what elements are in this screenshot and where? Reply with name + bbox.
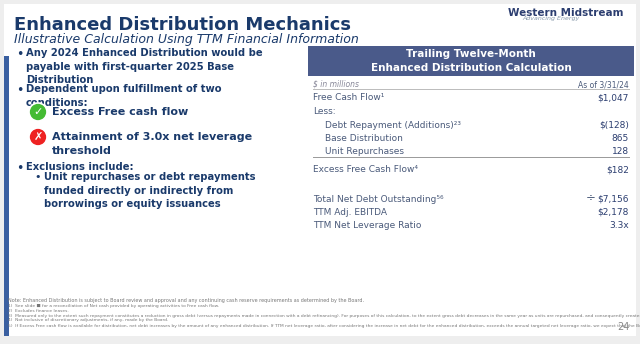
Text: $7,156: $7,156 bbox=[598, 194, 629, 204]
Text: Excess Free Cash Flow⁴: Excess Free Cash Flow⁴ bbox=[313, 165, 418, 174]
Text: Excess Free cash flow: Excess Free cash flow bbox=[52, 107, 188, 117]
Text: 3.3x: 3.3x bbox=[609, 222, 629, 230]
Text: As of 3/31/24: As of 3/31/24 bbox=[579, 80, 629, 89]
Text: Note: Enhanced Distribution is subject to Board review and approval and any cont: Note: Enhanced Distribution is subject t… bbox=[8, 298, 364, 303]
Text: Advancing Energy: Advancing Energy bbox=[522, 16, 579, 21]
Text: TTM Adj. EBITDA: TTM Adj. EBITDA bbox=[313, 208, 387, 217]
Text: Debt Repayment (Additions)²³: Debt Repayment (Additions)²³ bbox=[325, 120, 461, 129]
Text: 1)  See slide ■ for a reconciliation of Net cash provided by operating activitie: 1) See slide ■ for a reconciliation of N… bbox=[8, 303, 220, 308]
Text: $182: $182 bbox=[606, 165, 629, 174]
Text: Dependent upon fulfillment of two
conditions:: Dependent upon fulfillment of two condit… bbox=[26, 84, 221, 108]
Text: •: • bbox=[16, 162, 24, 175]
Text: Exclusions include:: Exclusions include: bbox=[26, 162, 134, 172]
Text: $ in millions: $ in millions bbox=[313, 80, 359, 89]
Text: ÷: ÷ bbox=[586, 191, 596, 204]
Text: •: • bbox=[16, 84, 24, 97]
Text: Unit repurchases or debt repayments
funded directly or indirectly from
borrowing: Unit repurchases or debt repayments fund… bbox=[44, 172, 255, 209]
Text: 865: 865 bbox=[612, 134, 629, 143]
Text: ✓: ✓ bbox=[33, 107, 43, 117]
Text: •: • bbox=[16, 48, 24, 61]
Circle shape bbox=[29, 128, 47, 146]
Circle shape bbox=[29, 103, 47, 121]
Text: Attainment of 3.0x net leverage
threshold: Attainment of 3.0x net leverage threshol… bbox=[52, 132, 252, 155]
Text: 4)  Not inclusive of discretionary adjustments, if any, made by the Board.: 4) Not inclusive of discretionary adjust… bbox=[8, 319, 168, 323]
Text: Any 2024 Enhanced Distribution would be
payable with first-quarter 2025 Base
Dis: Any 2024 Enhanced Distribution would be … bbox=[26, 48, 262, 85]
Text: Western Midstream: Western Midstream bbox=[508, 8, 623, 18]
Text: 3)  Measured only to the extent such repayment constitutes a reduction in gross : 3) Measured only to the extent such repa… bbox=[8, 313, 640, 318]
Text: $(128): $(128) bbox=[599, 120, 629, 129]
Text: Free Cash Flow¹: Free Cash Flow¹ bbox=[313, 94, 385, 103]
Text: •: • bbox=[34, 172, 40, 182]
FancyBboxPatch shape bbox=[4, 4, 636, 336]
Text: Total Net Debt Outstanding⁵⁶: Total Net Debt Outstanding⁵⁶ bbox=[313, 194, 444, 204]
Text: TTM Net Leverage Ratio: TTM Net Leverage Ratio bbox=[313, 222, 421, 230]
Text: Base Distribution: Base Distribution bbox=[325, 134, 403, 143]
Text: Less:: Less: bbox=[313, 107, 335, 116]
Text: $1,047: $1,047 bbox=[598, 94, 629, 103]
Text: Enhanced Distribution Mechanics: Enhanced Distribution Mechanics bbox=[14, 16, 351, 34]
Text: 24: 24 bbox=[618, 322, 630, 332]
Text: Illustrative Calculation Using TTM Financial Information: Illustrative Calculation Using TTM Finan… bbox=[14, 33, 359, 46]
Text: Trailing Twelve-Month
Enhanced Distribution Calculation: Trailing Twelve-Month Enhanced Distribut… bbox=[371, 49, 572, 73]
Text: ✗: ✗ bbox=[33, 132, 43, 142]
Text: Unit Repurchases: Unit Repurchases bbox=[325, 148, 404, 157]
Text: 5)  If Excess Free cash flow is available for distribution, net debt increases b: 5) If Excess Free cash flow is available… bbox=[8, 323, 640, 327]
FancyBboxPatch shape bbox=[4, 56, 9, 336]
Text: $2,178: $2,178 bbox=[598, 208, 629, 217]
Text: 2)  Excludes finance leases.: 2) Excludes finance leases. bbox=[8, 309, 68, 312]
Text: 128: 128 bbox=[612, 148, 629, 157]
FancyBboxPatch shape bbox=[308, 46, 634, 76]
